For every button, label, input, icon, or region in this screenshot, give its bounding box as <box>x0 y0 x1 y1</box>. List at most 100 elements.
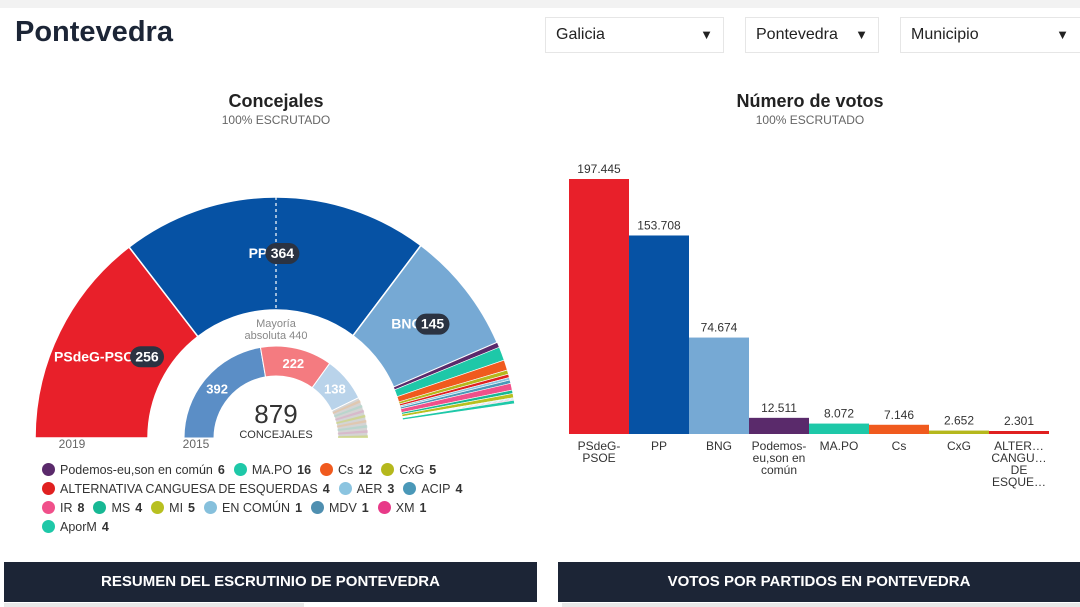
inner-value-pp: 138 <box>324 381 346 396</box>
seat-slice-pp[interactable] <box>127 196 422 338</box>
seat-label-bng: BNG <box>391 316 422 332</box>
vote-value-label: 8.072 <box>824 407 854 421</box>
seats-chart-title: Concejales <box>228 91 324 111</box>
inner-slice-minor <box>335 414 366 425</box>
vote-bar-cs[interactable] <box>869 424 929 434</box>
municipality-select[interactable]: Municipio ▼ <box>900 17 1080 53</box>
vote-value-label: 2.652 <box>944 414 974 428</box>
votes-chart-subtitle: 100% ESCRUTADO <box>755 113 865 127</box>
top-strip <box>0 0 1080 8</box>
legend-item-ir[interactable]: IR 8 <box>42 501 84 515</box>
region-select[interactable]: Galicia ▼ <box>545 17 724 53</box>
vote-bar-pp[interactable] <box>629 235 689 434</box>
seat-slice-aporm[interactable] <box>402 399 515 421</box>
vote-value-label: 74.674 <box>701 321 738 335</box>
seat-value-psdeg-psoe: 256 <box>135 348 159 364</box>
legend-label: AporM <box>60 519 97 534</box>
seat-value-pp: 364 <box>271 245 295 261</box>
legend-item-ms[interactable]: MS 4 <box>93 501 142 515</box>
legend-swatch <box>151 501 165 514</box>
seat-label-psdeg-psoe: PSdeG-PSOE <box>54 348 143 364</box>
legend-label: IR <box>60 500 73 515</box>
summary-banner[interactable]: RESUMEN DEL ESCRUTINIO DE PONTEVEDRA <box>4 562 537 602</box>
legend-value: 12 <box>358 462 373 477</box>
legend-item-cs[interactable]: Cs 12 <box>320 463 372 477</box>
legend-item-aer[interactable]: AER 3 <box>338 482 394 496</box>
inner-value-psdeg-psoe: 392 <box>206 381 228 396</box>
legend-value: 1 <box>419 500 427 515</box>
year-outer-label: 2019 <box>59 437 86 451</box>
seat-value-pill <box>130 346 165 368</box>
votes-banner[interactable]: VOTOS POR PARTIDOS EN PONTEVEDRA <box>558 562 1080 602</box>
vote-value-label: 12.511 <box>761 401 797 415</box>
vote-bar-alternativa-canguesa-de-esquerdas[interactable] <box>989 431 1049 434</box>
legend-item-acip[interactable]: ACIP 4 <box>403 482 462 496</box>
summary-tab-strip <box>4 603 304 607</box>
vote-category-label: Podemos-eu,son en común <box>752 439 807 477</box>
total-seats: 879 <box>254 399 297 429</box>
legend-swatch <box>403 482 417 495</box>
vote-bar-psdeg-psoe[interactable] <box>569 179 629 434</box>
vote-bar-ma-po[interactable] <box>809 423 869 434</box>
vote-bar-cxg[interactable] <box>929 430 989 434</box>
legend-value: 4 <box>455 481 463 496</box>
legend-item-alternativa-canguesa-de-esquerdas[interactable]: ALTERNATIVA CANGUESA DE ESQUERDAS 4 <box>42 482 330 496</box>
majority-label-line1: Mayoría <box>256 318 297 330</box>
legend-value: 16 <box>297 462 312 477</box>
inner-slice-minor <box>337 430 368 435</box>
vote-category-label: CxG <box>947 439 971 453</box>
inner-slice-minor <box>332 400 361 415</box>
seat-label-pp: PP <box>249 245 268 261</box>
seat-value-pill <box>265 243 300 265</box>
legend-item-ma-po[interactable]: MA.PO 16 <box>233 462 312 477</box>
legend-item-mi[interactable]: MI 5 <box>151 501 195 515</box>
chevron-down-icon: ▼ <box>855 27 868 42</box>
province-select-value: Pontevedra <box>756 26 838 43</box>
legend-item-en-comun[interactable]: EN COMÚN 1 <box>204 501 302 515</box>
inner-slice-minor <box>337 424 368 431</box>
legend-item-xm[interactable]: XM 1 <box>377 500 427 515</box>
seat-slice-psdeg-psoe[interactable] <box>34 245 199 439</box>
legend-item-mdv[interactable]: MDV 1 <box>311 501 369 515</box>
province-select[interactable]: Pontevedra ▼ <box>745 17 879 53</box>
legend-item-podemos-eu-son-en-comun[interactable]: Podemos-eu,son en común 6 <box>42 463 225 477</box>
legend-label: XM <box>395 500 415 515</box>
year-inner-label: 2015 <box>183 437 210 451</box>
chevron-down-icon: ▼ <box>1056 27 1069 42</box>
inner-slice-minor <box>335 409 365 421</box>
legend-item-cxg[interactable]: CxG 5 <box>381 463 436 477</box>
legend-value: 4 <box>322 481 330 496</box>
legend-swatch <box>338 482 352 495</box>
legend-row: IR 8 MS 4 MI 5 EN COMÚN 1 MDV 1 XM 1 <box>42 498 522 517</box>
legend-swatch <box>42 520 55 533</box>
legend-swatch <box>93 501 107 514</box>
legend-value: 5 <box>188 500 195 515</box>
page-title: Pontevedra <box>15 16 173 48</box>
legend-item-aporm[interactable]: AporM 4 <box>42 520 109 534</box>
vote-category-label: PSdeG-PSOE <box>578 439 621 465</box>
legend-label: EN COMÚN <box>222 500 291 515</box>
total-seats-label: CONCEJALES <box>239 429 312 441</box>
legend-swatch <box>311 501 325 514</box>
inner-slice-minor <box>333 404 363 418</box>
vote-category-label: MA.PO <box>820 439 859 453</box>
votes-chart: 197.445 PSdeG-PSOE 153.708 PP 74.674 BNG 12.51… <box>569 162 1049 489</box>
vote-category-label: Cs <box>892 439 907 453</box>
chevron-down-icon: ▼ <box>700 27 713 42</box>
inner-slice-minor <box>337 435 368 438</box>
vote-bar-bng[interactable] <box>689 337 749 434</box>
vote-value-label: 153.708 <box>637 218 681 232</box>
legend-value: 8 <box>77 500 85 515</box>
legend-row: ALTERNATIVA CANGUESA DE ESQUERDAS 4 AER 3 AC… <box>42 479 522 498</box>
vote-value-label: 197.445 <box>577 162 621 176</box>
legend-swatch <box>204 501 217 514</box>
vote-bar-podemos-eu-son-en-comun[interactable] <box>749 417 809 434</box>
legend-value: 5 <box>429 462 437 477</box>
legend-label: CxG <box>399 462 425 477</box>
vote-category-label: BNG <box>706 439 732 453</box>
legend-label: Cs <box>338 462 354 477</box>
vote-value-label: 7.146 <box>884 408 914 422</box>
legend-value: 6 <box>217 462 225 477</box>
inner-slice-minor <box>336 419 367 428</box>
legend-label: MDV <box>329 500 357 515</box>
